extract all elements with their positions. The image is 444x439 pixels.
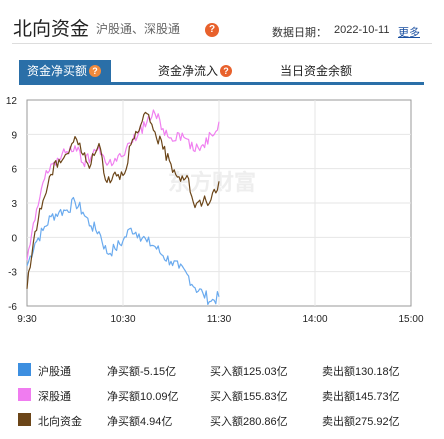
page-title: 北向资金 [13,19,90,40]
north-bound-chart: 12 9 6 3 0 -3 -69:30 10:30 11:30 14:00 15:00 东方财富 [6,96,424,325]
y-tick-label: 0 [11,233,17,244]
tab-label: 资金净买额 [27,64,88,78]
more-link[interactable]: 更多 [398,27,420,39]
legend-sell: 卖出额145.73亿 [322,391,400,403]
legend-swatch [18,363,31,376]
legend-sell: 卖出额130.18亿 [322,366,400,378]
legend-buy: 买入额155.83亿 [210,391,288,403]
x-tick-label: 14:00 [302,314,327,325]
y-tick-label: 3 [11,199,17,210]
y-tick-label: -6 [8,302,17,313]
header-divider [12,43,432,44]
x-tick-label: 11:30 [207,314,232,325]
x-tick-label: 15:00 [398,314,423,325]
tab-net-inflow[interactable]: 资金净流入? [158,60,233,82]
legend-row-sgt: 深股通 净买额10.09亿 买入额155.83亿 卖出额145.73亿 [0,385,444,405]
help-icon[interactable]: ? [89,65,102,77]
x-tick-label: 9:30 [17,314,37,325]
legend-buy: 买入额125.03亿 [210,366,288,378]
header: 北向资金 沪股通、深股通 ? 数据日期： 2022-10-11 更多 [0,0,444,44]
help-icon[interactable]: ? [220,65,233,77]
legend-net: 净买额-5.15亿 [107,366,177,378]
x-tick-label: 10:30 [110,314,135,325]
tab-label: 资金净流入 [158,64,219,78]
help-icon[interactable]: ? [205,23,219,37]
y-tick-label: 6 [11,165,17,176]
y-tick-label: -3 [8,268,17,279]
legend-name: 深股通 [38,391,71,403]
tab-underline [19,82,424,85]
legend-net: 净买额4.94亿 [107,416,173,428]
legend-sell: 卖出额275.92亿 [322,416,400,428]
date-value: 2022-10-11 [334,24,390,36]
tab-label: 当日资金余额 [280,64,353,78]
y-tick-label: 9 [11,130,17,141]
series-line [26,111,220,289]
tab-bar: 资金净买额? 资金净流入? 当日资金余额 [0,60,444,82]
y-tick-label: 12 [6,96,18,107]
legend-swatch [18,388,31,401]
legend-row-hgt: 沪股通 净买额-5.15亿 买入额125.03亿 卖出额130.18亿 [0,360,444,380]
legend-name: 沪股通 [38,366,71,378]
legend-row-north: 北向资金 净买额4.94亿 买入额280.86亿 卖出额275.92亿 [0,410,444,430]
date-label: 数据日期： [272,27,327,39]
page-subtitle: 沪股通、深股通 [96,22,181,36]
tab-daily-balance[interactable]: 当日资金余额 [280,60,352,82]
legend-name: 北向资金 [38,416,82,428]
watermark: 东方财富 [168,170,256,195]
legend-swatch [18,413,31,426]
tab-net-buy[interactable]: 资金净买额? [19,60,112,82]
legend-net: 净买额10.09亿 [107,391,179,403]
series-line [26,196,220,305]
legend-buy: 买入额280.86亿 [210,416,288,428]
